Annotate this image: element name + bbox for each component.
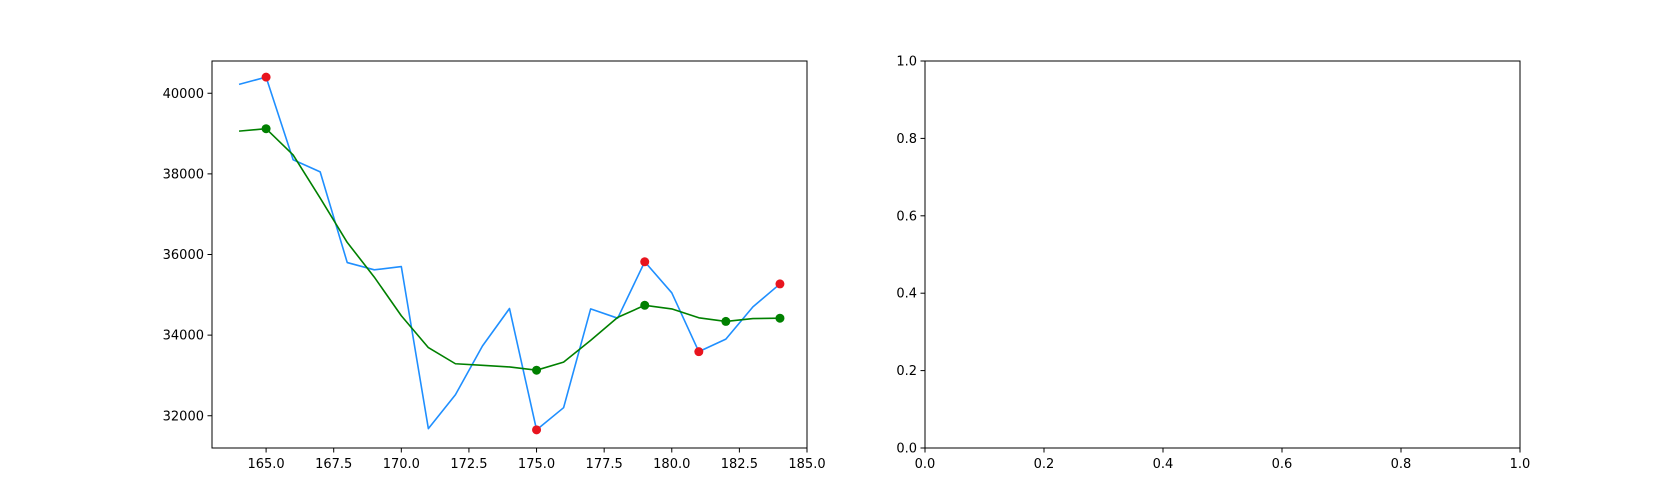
marker-point-0-0 <box>261 72 271 82</box>
right-chart-panel: 0.0 0.2 0.4 0.6 0.8 1.0 0.0 0.2 0.4 0.6 0.8 1.0 <box>896 55 1530 473</box>
x-tick-label: 0.6 <box>1272 457 1293 472</box>
y-tick-label: 0.8 <box>896 132 917 147</box>
y-tick-label: 0.0 <box>896 442 917 457</box>
x-tick-label: 172.5 <box>450 457 487 472</box>
series-line-1 <box>238 127 780 372</box>
marker-point-1-4 <box>775 313 785 323</box>
x-tick-label: 185.0 <box>788 457 825 472</box>
marker-point-0-1 <box>532 425 542 435</box>
marker-point-1-2 <box>640 300 650 310</box>
x-tick-label: 175.0 <box>518 457 555 472</box>
y-tick-label: 36000 <box>163 248 204 263</box>
x-tick-label: 170.0 <box>383 457 420 472</box>
x-tick-label: 167.5 <box>315 457 352 472</box>
x-tick-label: 165.0 <box>247 457 284 472</box>
marker-point-1-3 <box>721 316 731 326</box>
x-tick-label: 1.0 <box>1510 457 1531 472</box>
axes-frame <box>924 60 1521 449</box>
series-line-0 <box>238 76 781 431</box>
marker-point-1-1 <box>532 365 542 375</box>
x-tick-label: 0.4 <box>1153 457 1174 472</box>
axes-frame <box>211 60 808 449</box>
marker-point-0-2 <box>640 257 650 267</box>
y-tick-label: 32000 <box>163 409 204 424</box>
x-tick-label: 0.2 <box>1034 457 1055 472</box>
marker-point-1-0 <box>261 124 271 134</box>
x-tick-label: 182.5 <box>721 457 758 472</box>
y-tick-label: 0.6 <box>896 209 917 224</box>
x-tick-label: 0.0 <box>915 457 936 472</box>
marker-point-0-3 <box>694 347 704 357</box>
y-tick-label: 1.0 <box>896 55 917 70</box>
y-tick-label: 0.2 <box>896 364 917 379</box>
y-tick-label: 34000 <box>163 329 204 344</box>
y-tick-label: 40000 <box>163 87 204 102</box>
x-tick-label: 180.0 <box>653 457 690 472</box>
y-tick-label: 0.4 <box>896 287 917 302</box>
x-tick-label: 0.8 <box>1391 457 1412 472</box>
y-tick-label: 38000 <box>163 167 204 182</box>
marker-point-0-4 <box>775 279 785 289</box>
left-chart-panel: 165.0 167.5 170.0 172.5 175.0 177.5 180.0 182.5… <box>163 60 826 472</box>
x-tick-label: 177.5 <box>586 457 623 472</box>
